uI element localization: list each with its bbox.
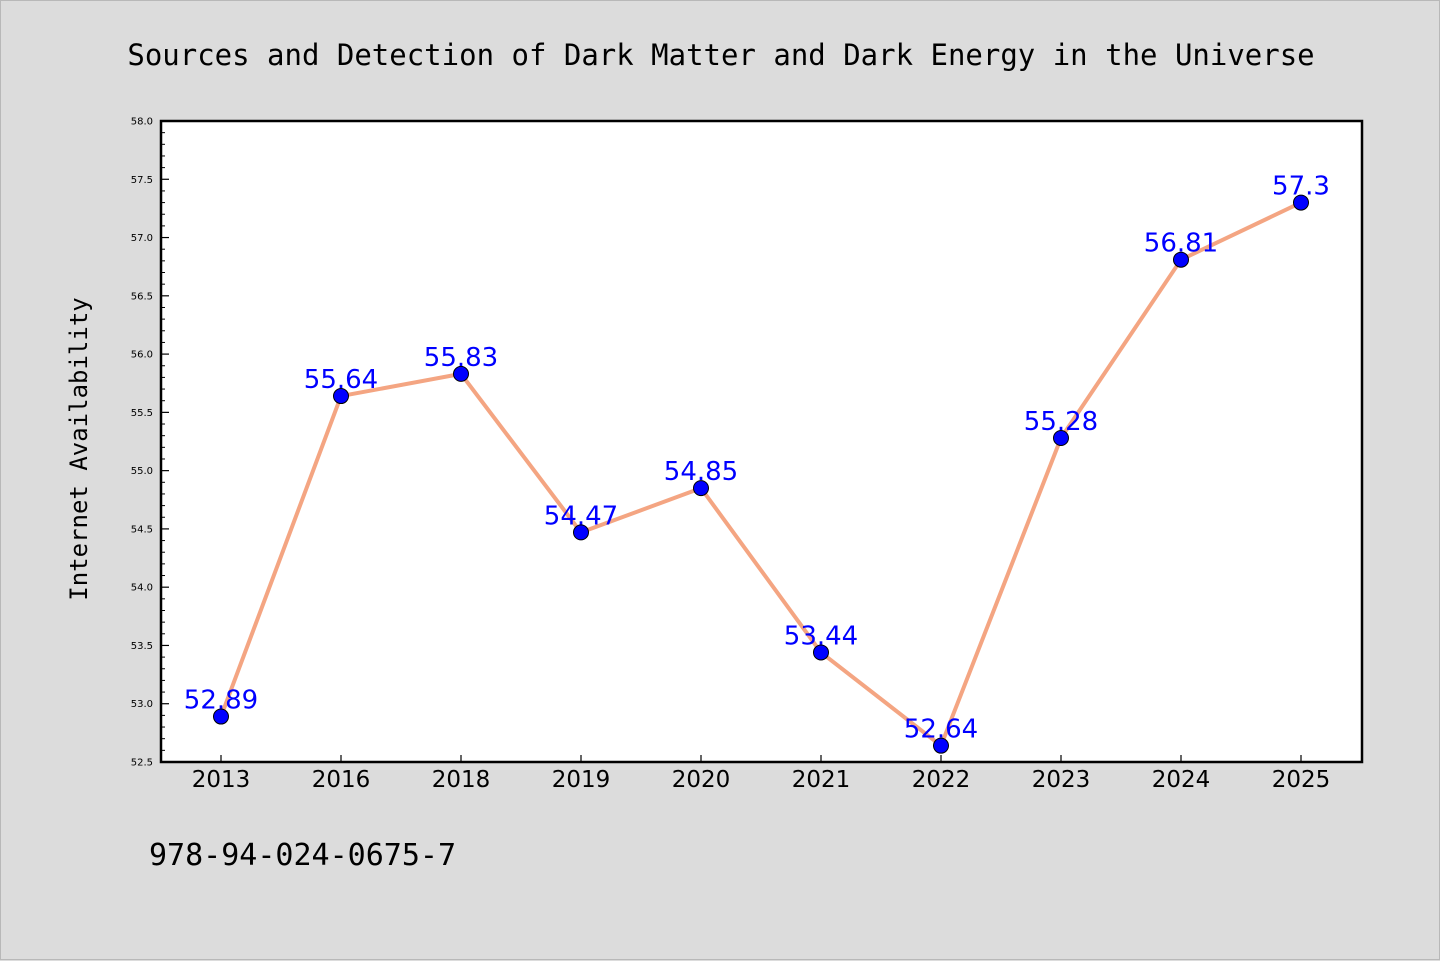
x-tick-label: 2019 xyxy=(552,767,611,793)
data-label: 56.81 xyxy=(1144,229,1218,259)
x-tick-label: 2025 xyxy=(1272,767,1331,793)
data-labels: 52.89 55.64 55.83 54.47 54.85 53.44 52.64 55.28… xyxy=(184,172,1330,745)
data-point xyxy=(933,737,949,754)
data-point xyxy=(1173,251,1189,268)
data-point xyxy=(813,644,829,661)
chart-title: Sources and Detection of Dark Matter and… xyxy=(127,38,1314,72)
data-points xyxy=(213,194,1309,754)
x-tick-label: 2021 xyxy=(792,767,851,793)
isbn-text: 978-94-024-0675-7 xyxy=(149,838,456,873)
plot-frame xyxy=(159,119,1364,764)
y-tick-label: 57.0 xyxy=(131,233,153,244)
data-point xyxy=(333,388,349,405)
y-tick-label: 54.5 xyxy=(131,524,153,535)
data-point xyxy=(1053,430,1069,447)
y-tick-label: 53.5 xyxy=(131,641,153,652)
x-tick-label: 2023 xyxy=(1032,767,1091,793)
y-tick-label: 55.5 xyxy=(131,408,153,419)
data-point xyxy=(693,480,709,497)
data-label: 52.64 xyxy=(904,715,978,745)
x-tick-label: 2024 xyxy=(1152,767,1211,793)
x-tick-label: 2016 xyxy=(312,767,371,793)
y-tick-label: 58.0 xyxy=(131,117,153,128)
x-axis-ticks: 2013 2016 2018 2019 2020 2021 2022 2023 2024 2025 xyxy=(192,755,1331,793)
x-tick-label: 2020 xyxy=(672,767,731,793)
data-point xyxy=(213,708,229,725)
data-point xyxy=(573,524,589,541)
x-tick-label: 2022 xyxy=(912,767,971,793)
data-label: 55.28 xyxy=(1024,407,1098,437)
y-tick-label: 55.0 xyxy=(131,466,153,477)
x-tick-label: 2018 xyxy=(432,767,491,793)
data-label: 57.3 xyxy=(1272,172,1330,202)
y-tick-label: 56.0 xyxy=(131,350,153,361)
y-tick-label: 54.0 xyxy=(131,583,153,594)
y-tick-label: 53.0 xyxy=(131,699,153,710)
y-tick-label: 57.5 xyxy=(131,175,153,186)
x-tick-label: 2013 xyxy=(192,767,251,793)
data-label: 55.64 xyxy=(304,365,378,395)
series-line xyxy=(219,200,1302,748)
plot-area xyxy=(161,121,1362,762)
data-label: 55.83 xyxy=(424,343,498,373)
y-tick-label: 52.5 xyxy=(131,758,153,769)
data-label: 53.44 xyxy=(784,621,858,651)
data-label: 52.89 xyxy=(184,686,258,716)
data-label: 54.47 xyxy=(544,501,618,531)
y-tick-label: 56.5 xyxy=(131,291,153,302)
data-label: 54.85 xyxy=(664,457,738,487)
data-point xyxy=(1293,194,1309,211)
y-axis-label: Internet Availability xyxy=(65,297,93,600)
data-point xyxy=(453,365,469,382)
